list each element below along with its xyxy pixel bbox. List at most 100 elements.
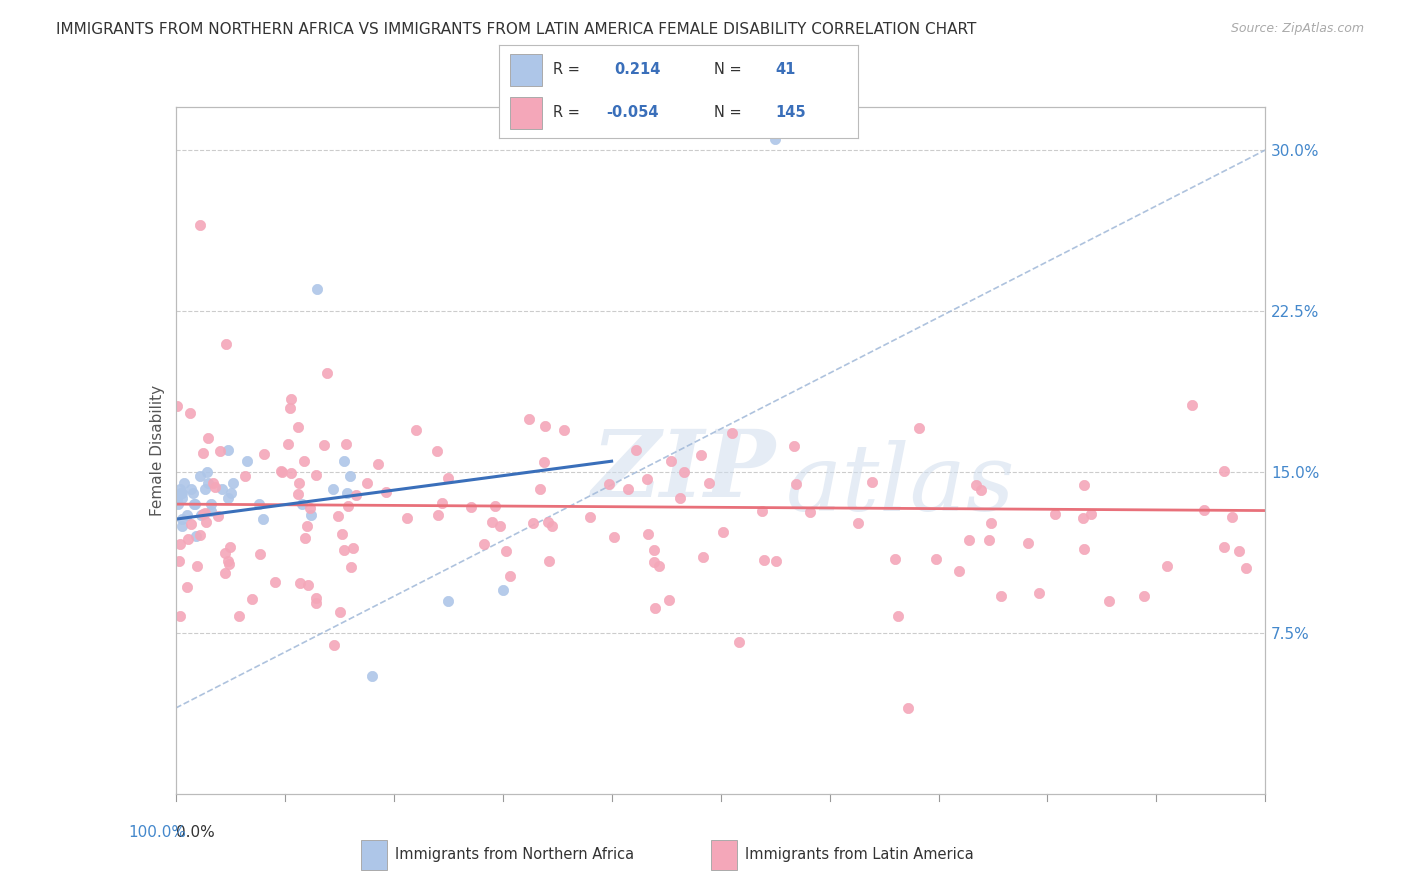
Text: -0.054: -0.054 <box>607 105 659 120</box>
Point <box>333 542 356 557</box>
Point <box>669 491 692 506</box>
Point <box>214 566 236 580</box>
Point <box>264 574 287 589</box>
Point <box>537 515 560 529</box>
Text: 145: 145 <box>775 105 806 120</box>
Point <box>197 475 219 490</box>
Point <box>925 552 948 566</box>
Point <box>167 497 190 511</box>
Point <box>335 436 357 450</box>
Point <box>1132 589 1154 603</box>
Point <box>430 496 453 510</box>
Point <box>270 465 292 479</box>
Point <box>322 482 344 496</box>
Point <box>720 425 742 440</box>
Point <box>860 475 883 490</box>
Point <box>219 541 242 555</box>
Point <box>200 497 222 511</box>
Point <box>785 476 807 491</box>
Point <box>170 486 193 500</box>
Point <box>218 558 240 572</box>
Point <box>169 609 191 624</box>
Point <box>624 443 647 458</box>
Point <box>1181 398 1204 412</box>
Text: Immigrants from Latin America: Immigrants from Latin America <box>745 847 974 862</box>
Point <box>278 401 301 416</box>
Point <box>180 516 202 531</box>
Point <box>970 483 993 498</box>
Point <box>197 431 219 445</box>
Point <box>1220 510 1243 524</box>
Point <box>169 537 191 551</box>
Point <box>977 533 1000 548</box>
Point <box>752 553 775 567</box>
Point <box>643 543 665 558</box>
Point <box>333 454 356 468</box>
Point <box>908 420 931 434</box>
Text: Immigrants from Northern Africa: Immigrants from Northern Africa <box>395 847 634 862</box>
Point <box>488 519 510 533</box>
Point <box>375 484 398 499</box>
Point <box>169 482 191 496</box>
Point <box>292 454 315 468</box>
Point <box>188 218 211 232</box>
Point <box>287 420 309 434</box>
Point <box>253 447 276 461</box>
Text: atlas: atlas <box>786 440 1015 530</box>
Point <box>1156 558 1178 573</box>
Point <box>897 701 920 715</box>
Point <box>689 448 711 462</box>
Point <box>287 487 309 501</box>
Point <box>637 527 659 541</box>
Point <box>217 554 239 568</box>
Point <box>481 515 503 529</box>
Point <box>247 497 270 511</box>
Point <box>965 478 987 492</box>
Point <box>517 412 540 426</box>
Point <box>190 508 212 522</box>
Point <box>305 468 328 483</box>
Point <box>492 582 515 597</box>
Point <box>191 446 214 460</box>
Point <box>644 600 666 615</box>
Point <box>344 488 367 502</box>
Point <box>195 465 218 479</box>
Point <box>240 591 263 606</box>
Point <box>495 544 517 558</box>
Point <box>437 593 460 607</box>
Point <box>305 591 328 605</box>
Point <box>211 482 233 496</box>
Point <box>288 476 311 491</box>
Point <box>177 533 200 547</box>
Point <box>201 476 224 491</box>
Point <box>236 454 259 468</box>
Point <box>727 635 749 649</box>
Point <box>1212 540 1234 554</box>
Point <box>252 512 274 526</box>
Point <box>294 531 316 545</box>
Point <box>297 577 319 591</box>
Point <box>425 444 447 458</box>
Text: IMMIGRANTS FROM NORTHERN AFRICA VS IMMIGRANTS FROM LATIN AMERICA FEMALE DISABILI: IMMIGRANTS FROM NORTHERN AFRICA VS IMMIG… <box>56 22 977 37</box>
Point <box>948 564 970 578</box>
FancyBboxPatch shape <box>510 54 543 86</box>
Point <box>215 337 238 351</box>
Point <box>183 497 205 511</box>
Point <box>295 518 318 533</box>
Point <box>186 559 208 574</box>
FancyBboxPatch shape <box>510 97 543 129</box>
Point <box>1028 586 1050 600</box>
Point <box>277 437 299 451</box>
Point <box>307 283 329 297</box>
Point <box>692 550 714 565</box>
Point <box>356 475 378 490</box>
Point <box>270 465 292 479</box>
Point <box>472 537 495 551</box>
Point <box>529 483 551 497</box>
Point <box>763 132 786 146</box>
Text: R =: R = <box>553 105 579 120</box>
Y-axis label: Female Disability: Female Disability <box>149 384 165 516</box>
Point <box>184 529 207 543</box>
Text: ZIP: ZIP <box>591 426 775 516</box>
Point <box>697 476 720 491</box>
